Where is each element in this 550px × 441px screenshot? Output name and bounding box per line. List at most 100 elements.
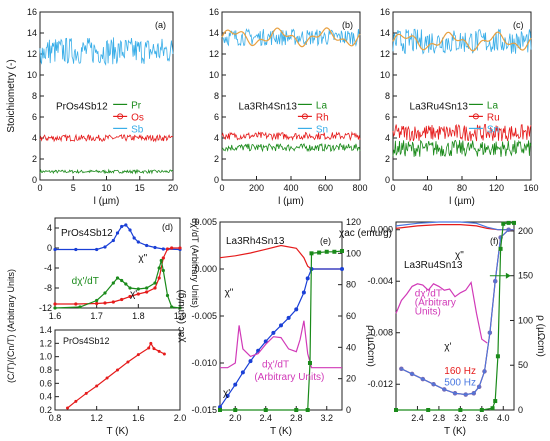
x-tick-label: 400 [283, 183, 298, 193]
plot-frame [39, 11, 174, 181]
annotation-dchi-dt-units-1: (Arbitrary [415, 298, 456, 309]
data-point [394, 408, 398, 412]
y2-axis-label: ρ (µΩcm) [535, 315, 546, 357]
data-point [103, 291, 107, 295]
annotation-dchi-dt-units: (Arbitrary Units) [254, 372, 324, 383]
data-point [145, 290, 149, 294]
data-point [471, 391, 476, 396]
data-point [442, 387, 447, 392]
series-line-sn [392, 28, 532, 55]
data-point [458, 408, 463, 412]
data-point [128, 286, 132, 290]
y2-tick-label: 200 [518, 226, 533, 236]
legend-label-sb: Sb [131, 124, 144, 135]
series-line-dχ'/dT [395, 280, 488, 344]
data-point [498, 246, 503, 251]
x-tick-label: 2.4 [259, 413, 272, 423]
annotation-chi-double-prime: χ" [138, 253, 147, 264]
data-point [136, 287, 140, 291]
x-axis-label: l (µm) [278, 196, 304, 207]
x-tick-label: 4.0 [497, 413, 510, 423]
data-point [153, 245, 157, 250]
x-tick-label: 1.7 [90, 311, 103, 321]
data-point [263, 408, 268, 412]
data-point [161, 268, 165, 273]
panel-f: 2.4 2.8 3.2 3.6 4.0 -0.012 -0.008 -0.004 0.000 0 5… [339, 220, 546, 437]
x-tick-label: 1.8 [132, 311, 145, 321]
annotation-dchi-dt-units-2: Units) [415, 307, 441, 318]
data-point [409, 371, 415, 377]
y-tick-label: 16 [380, 7, 390, 17]
y-tick-label: 6 [32, 112, 37, 122]
data-point [95, 247, 99, 252]
compound-label: La3Rh4Sn13 [226, 236, 285, 247]
legend-label-os: Os [131, 112, 144, 123]
y-tick-label: -0.015 [191, 405, 217, 415]
series-line-ru [392, 123, 532, 143]
annotation-chi-double-prime: χ" [455, 250, 464, 261]
x-tick-label: 200 [249, 183, 264, 193]
y-tick-label: -0.005 [191, 311, 217, 321]
data-point [165, 247, 170, 251]
annotation-chi-double-prime: χ" [225, 287, 234, 298]
data-point [301, 290, 306, 295]
y2-tick-label: 0 [518, 405, 523, 415]
y-tick-label: 0.005 [194, 217, 217, 227]
compound-label: La3Ru4Sn13 [410, 101, 469, 112]
panel-label: (f) [490, 236, 499, 246]
y-tick-label: 0 [32, 175, 37, 185]
data-point [506, 227, 511, 232]
x-tick-label: 1.6 [132, 413, 145, 423]
data-point [476, 384, 482, 390]
x-tick-label: 1.9 [174, 311, 187, 321]
data-point [128, 294, 132, 299]
series-line-dχ'/dT [220, 320, 342, 369]
data-point [426, 408, 431, 412]
data-point [305, 276, 310, 281]
data-point [271, 330, 276, 335]
data-point [332, 249, 337, 254]
y2-axis-label: dχ'/dT (Arbitrary Units) [190, 218, 200, 308]
y-tick-label: 0.000 [370, 225, 393, 235]
y-axis-label: (C/T)/(Cn/T) (Arbitrary Units) [6, 269, 16, 383]
y2-axis-label: ρ (µΩcm) [365, 325, 376, 367]
data-point [111, 281, 115, 285]
series-line-sb [39, 37, 174, 66]
x-axis-label: l (µm) [449, 196, 475, 207]
data-point [233, 382, 238, 387]
data-point [501, 221, 506, 226]
y2-tick-label: 0 [346, 405, 351, 415]
x-tick-label: 2.0 [229, 413, 242, 423]
data-point [305, 408, 310, 412]
y-axis-label: χac (emu/g) [339, 228, 392, 239]
y-tick-label: -4 [44, 263, 52, 273]
data-point [159, 258, 163, 263]
y2-tick-label: 60 [346, 311, 356, 321]
data-point [74, 247, 78, 252]
annotation-dchi-dt: dχ'/dT [72, 276, 99, 287]
data-point [170, 305, 174, 309]
y2-tick-label: 80 [346, 280, 356, 290]
data-point [240, 370, 245, 375]
data-point [126, 360, 130, 364]
data-point [153, 286, 157, 290]
y2-tick-label: 50 [518, 360, 528, 370]
data-point [111, 300, 115, 304]
legend-marker-ru [472, 113, 479, 120]
x-tick-label: 0 [390, 183, 395, 193]
data-point [487, 330, 493, 335]
data-point [153, 281, 157, 285]
annotation-chi-prime: χ' [444, 341, 451, 352]
arrow-head [505, 272, 511, 279]
y-tick-label: 16 [27, 7, 37, 17]
x-tick-label: 3.6 [476, 413, 489, 423]
y-tick-label: 14 [209, 28, 219, 38]
y-tick-label: 6 [385, 112, 390, 122]
legend-label-ru: Ru [487, 112, 500, 123]
series-line-sn-fit [392, 31, 532, 52]
legend-label-160hz: 160 Hz [444, 366, 476, 377]
annotation-dchi-dt: dχ'/dT [415, 289, 442, 300]
x-tick-label: 160 [523, 183, 538, 193]
